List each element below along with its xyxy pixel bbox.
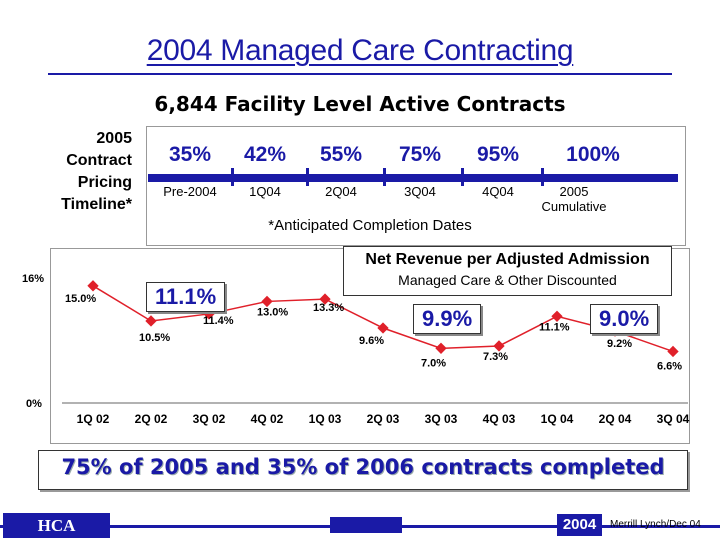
chart-subtitle: Managed Care & Other Discounted — [398, 272, 617, 288]
data-point — [145, 315, 157, 327]
timeline-tick — [383, 168, 386, 186]
data-label: 13.0% — [257, 306, 288, 318]
data-point — [319, 293, 331, 305]
timeline-tick — [231, 168, 234, 186]
data-point — [261, 295, 273, 308]
timeline-period: 4Q04 — [482, 184, 514, 199]
footer-source: Merrill Lynch/Dec 04 — [610, 519, 701, 530]
timeline-pct: 75% — [398, 143, 442, 166]
data-label: 7.0% — [421, 357, 446, 369]
timeline-period: 3Q04 — [404, 184, 436, 199]
average-callout-2004: 9.0% — [590, 304, 659, 334]
timeline-pct: 42% — [243, 143, 287, 166]
data-label: 6.6% — [657, 360, 682, 372]
x-tick-label: 4Q 02 — [251, 412, 284, 426]
timeline-pct: 55% — [319, 143, 363, 166]
data-label: 9.2% — [607, 338, 632, 350]
average-callout-2002: 11.1% — [146, 282, 226, 312]
company-logo: HCA — [3, 513, 110, 538]
x-tick-label: 3Q 02 — [193, 412, 226, 426]
timeline-bar — [148, 174, 678, 182]
slide-title: 2004 Managed Care Contracting — [146, 34, 574, 67]
data-point — [551, 310, 563, 322]
timeline-label-line: Timeline* — [61, 196, 132, 213]
y-tick-label: 0% — [26, 398, 42, 410]
timeline-tick — [461, 168, 464, 186]
title-underline — [48, 73, 672, 75]
data-label: 7.3% — [483, 351, 508, 363]
chart-title-box — [343, 246, 672, 296]
timeline-footnote: *Anticipated Completion Dates — [268, 217, 472, 234]
chart-title: Net Revenue per Adjusted Admission — [365, 251, 650, 268]
timeline-pct: 95% — [476, 143, 520, 166]
x-tick-label: 3Q 03 — [425, 412, 458, 426]
x-tick-label: 2Q 04 — [599, 412, 632, 426]
data-label: 13.3% — [313, 302, 344, 314]
timeline-tick — [541, 168, 544, 186]
y-tick-label: 16% — [22, 273, 44, 285]
timeline-tick — [306, 168, 309, 186]
timeline-pct: 35% — [168, 143, 212, 166]
x-tick-label: 4Q 03 — [483, 412, 516, 426]
footer-block — [330, 517, 402, 533]
x-tick-label: 3Q 04 — [657, 412, 690, 426]
timeline-label-line: Contract — [66, 152, 132, 169]
data-point — [87, 280, 99, 292]
summary-banner-box — [38, 450, 688, 490]
slide-subtitle: 6,844 Facility Level Active Contracts — [154, 92, 566, 116]
data-label: 10.5% — [139, 332, 170, 344]
summary-banner: 75% of 2005 and 35% of 2006 contracts co… — [61, 455, 665, 479]
timeline-pct: 100% — [566, 143, 620, 166]
x-tick-label: 2Q 02 — [135, 412, 168, 426]
average-callout-2003: 9.9% — [413, 304, 482, 334]
x-tick-label: 2Q 03 — [367, 412, 400, 426]
timeline-period: Pre-2004 — [163, 184, 217, 199]
data-point — [667, 345, 679, 358]
timeline-period: 2Q04 — [325, 184, 357, 199]
timeline-label-line: Pricing — [77, 174, 132, 191]
timeline-period: 2005 Cumulative — [541, 184, 607, 214]
data-point — [435, 342, 447, 354]
data-point — [493, 340, 505, 352]
x-tick-label: 1Q 04 — [541, 412, 574, 426]
x-tick-label: 1Q 03 — [309, 412, 342, 426]
footer-year: 2004 — [557, 514, 602, 536]
x-tick-label: 1Q 02 — [77, 412, 110, 426]
timeline-panel — [146, 126, 686, 246]
timeline-period: 1Q04 — [249, 184, 281, 199]
data-label: 9.6% — [359, 335, 384, 347]
data-label: 11.1% — [539, 321, 570, 333]
timeline-label: 2005 Contract Pricing Timeline* — [40, 128, 132, 216]
data-point — [377, 322, 389, 334]
data-label: 15.0% — [65, 293, 96, 305]
data-label: 11.4% — [203, 315, 234, 327]
timeline-label-line: 2005 — [96, 130, 132, 147]
